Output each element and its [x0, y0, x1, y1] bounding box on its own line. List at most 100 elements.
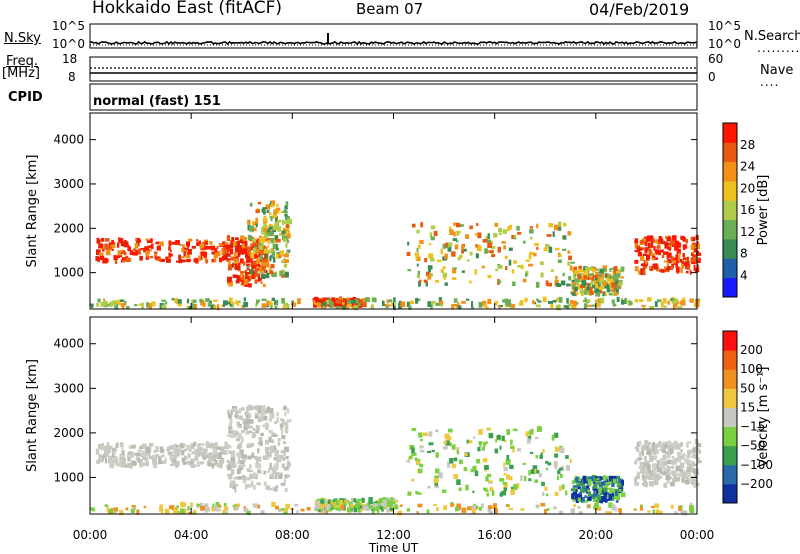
power-cell	[328, 298, 332, 304]
power-cell	[591, 277, 595, 281]
velocity-cell	[260, 510, 265, 514]
velocity-cell	[237, 460, 240, 464]
power-cell	[547, 282, 552, 287]
velocity-colorbar-tick: 15	[740, 400, 755, 414]
power-cell	[648, 248, 652, 255]
velocity-cell	[136, 455, 139, 459]
power-cell	[230, 302, 235, 305]
power-cell	[408, 305, 412, 310]
power-cell	[406, 301, 410, 307]
velocity-cell	[208, 459, 211, 463]
velocity-cell	[411, 447, 415, 453]
velocity-cell	[388, 500, 393, 507]
power-cell	[233, 241, 237, 247]
power-cell	[228, 260, 231, 265]
velocity-cell	[322, 502, 326, 507]
power-cell	[260, 250, 264, 254]
velocity-cell	[647, 469, 651, 473]
velocity-cell	[428, 442, 434, 446]
velocity-cell	[381, 509, 384, 512]
power-cell	[261, 226, 264, 229]
power-cell	[283, 263, 288, 268]
power-cell	[200, 252, 206, 255]
power-cell	[620, 270, 624, 273]
power-cell	[266, 305, 270, 308]
power-cell	[599, 277, 603, 281]
power-cell	[275, 299, 278, 306]
velocity-cell	[205, 507, 211, 512]
power-cell	[287, 218, 293, 224]
velocity-cell	[114, 456, 118, 460]
velocity-ytick-label: 4000	[53, 337, 84, 351]
power-colorbar-segment	[723, 200, 737, 221]
power-cell	[120, 259, 124, 263]
power-cell	[177, 299, 182, 304]
velocity-cell	[266, 452, 272, 458]
velocity-cell	[228, 422, 232, 426]
velocity-cell	[242, 474, 245, 479]
velocity-cell	[488, 505, 493, 509]
velocity-cell	[274, 488, 278, 492]
power-cell	[584, 297, 587, 303]
power-cell	[641, 263, 647, 267]
power-cell	[529, 236, 533, 240]
power-cell	[280, 210, 284, 213]
power-cell	[312, 300, 315, 304]
power-cell	[252, 272, 256, 276]
velocity-cell	[689, 467, 693, 471]
power-cell	[205, 259, 209, 264]
velocity-cell	[252, 433, 257, 438]
velocity-cell	[614, 493, 619, 500]
velocity-cell	[686, 455, 689, 458]
velocity-cell	[98, 454, 102, 460]
velocity-cell	[271, 439, 275, 444]
velocity-region-4	[570, 475, 626, 504]
velocity-cell	[172, 450, 178, 454]
velocity-cell	[104, 504, 108, 507]
velocity-cell	[694, 438, 698, 445]
power-cell	[550, 304, 554, 308]
power-cell	[495, 268, 499, 272]
power-cell	[200, 257, 203, 260]
power-cell	[674, 246, 679, 251]
velocity-cell	[114, 446, 117, 452]
power-cell	[650, 242, 654, 248]
power-cell	[270, 216, 273, 222]
power-colorbar-tick: 8	[740, 247, 748, 261]
power-cell	[477, 232, 482, 239]
power-cell	[259, 238, 264, 244]
velocity-cell	[380, 503, 386, 507]
velocity-cell	[236, 421, 241, 426]
power-cell	[562, 272, 565, 277]
velocity-cell	[534, 468, 537, 474]
power-cell	[253, 260, 258, 266]
velocity-cell	[606, 475, 611, 480]
velocity-cell	[554, 432, 559, 438]
velocity-cell	[619, 510, 622, 515]
power-cell	[551, 269, 554, 272]
power-cell	[273, 209, 277, 216]
power-cell	[602, 265, 608, 272]
power-cell	[234, 265, 240, 271]
power-cell	[122, 257, 126, 261]
power-cell	[96, 302, 99, 307]
velocity-cell	[680, 442, 683, 447]
power-cell	[663, 305, 667, 308]
velocity-cell	[269, 445, 273, 451]
power-colorbar-tick: 4	[740, 268, 748, 282]
power-cell	[204, 241, 208, 245]
velocity-cell	[339, 499, 343, 505]
power-cell	[273, 257, 276, 263]
velocity-cell	[237, 433, 242, 437]
velocity-cell	[660, 464, 665, 467]
velocity-cell	[566, 465, 570, 471]
power-cell	[266, 272, 270, 279]
velocity-cell	[506, 429, 510, 435]
velocity-cell	[255, 430, 259, 434]
power-cell	[247, 224, 251, 231]
power-cell	[286, 250, 289, 255]
velocity-cell	[233, 481, 237, 485]
velocity-cell	[520, 508, 525, 511]
velocity-colorbar-segment	[723, 331, 737, 351]
power-cell	[240, 235, 245, 241]
